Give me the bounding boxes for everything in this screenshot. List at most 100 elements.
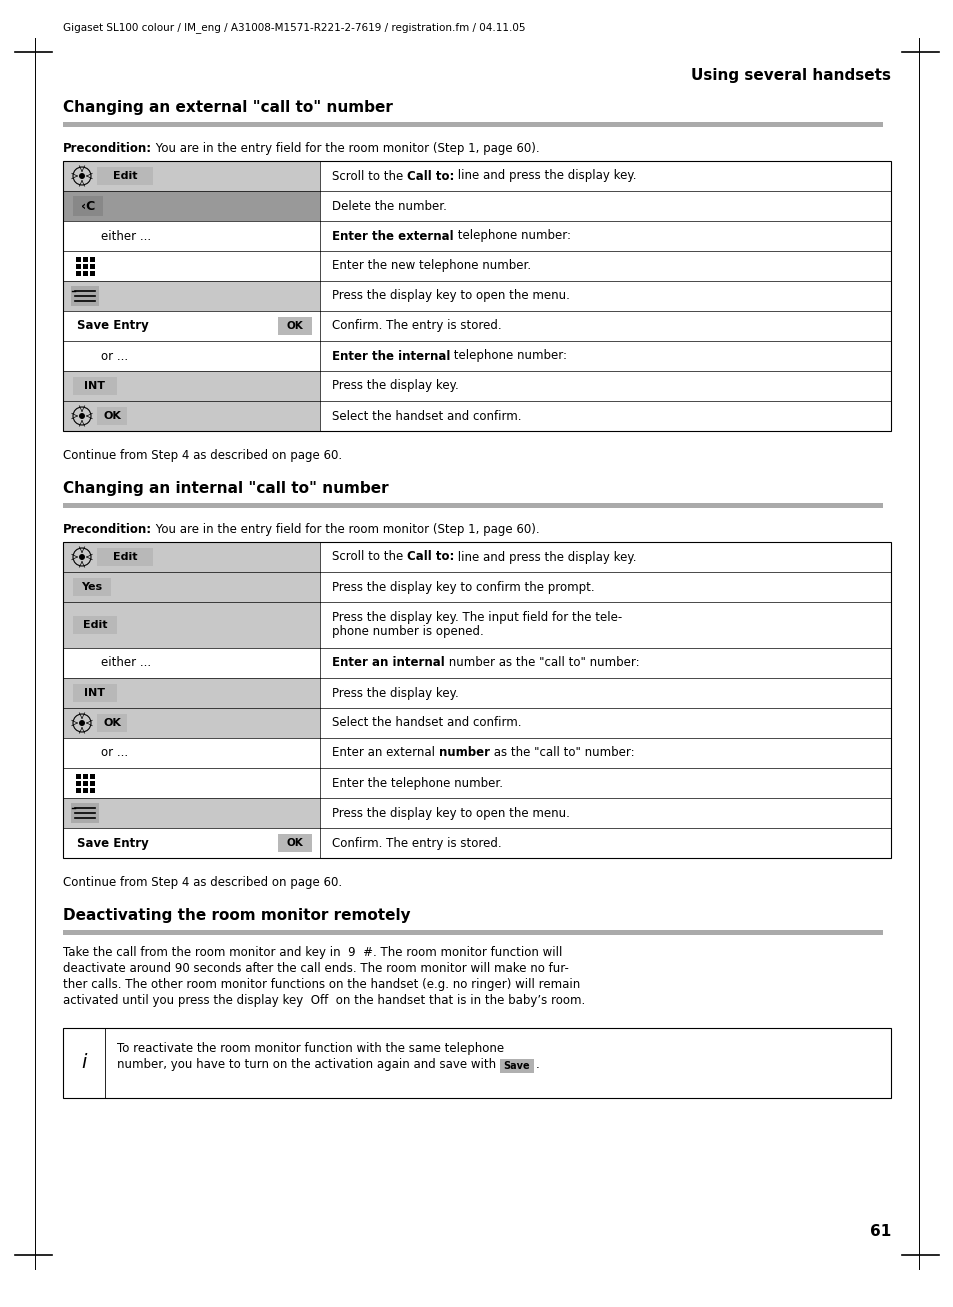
Bar [76,264,81,269]
Text: Changing an internal "call to" number: Changing an internal "call to" number [63,481,388,495]
Text: Press the display key. The input field for the tele-: Press the display key. The input field f… [332,612,621,625]
Bar [76,271,81,276]
Bar [63,542,890,857]
Text: telephone number:: telephone number: [453,230,570,243]
Bar [73,684,117,702]
Bar [63,281,319,311]
Bar [83,782,88,786]
Text: OK: OK [286,322,303,331]
Text: Press the display key to open the menu.: Press the display key to open the menu. [332,806,569,819]
Text: Edit: Edit [112,552,137,562]
Text: as the "call to" number:: as the "call to" number: [489,746,634,759]
Bar [97,406,127,425]
Text: You are in the entry field for the room monitor (Step 1, page 60).: You are in the entry field for the room … [152,523,539,536]
Text: Press the display key to open the menu.: Press the display key to open the menu. [332,289,569,302]
Text: Save Entry: Save Entry [77,319,149,332]
Text: telephone number:: telephone number: [450,349,567,362]
Bar [83,774,88,779]
Bar [63,401,319,431]
Bar [63,931,882,935]
Bar [63,799,319,829]
Text: Edit: Edit [112,171,137,180]
Text: i: i [81,1053,87,1073]
Text: OK: OK [286,838,303,848]
Bar [90,788,95,793]
Text: Precondition:: Precondition: [63,142,152,156]
Bar [63,191,319,221]
Text: Call to:: Call to: [407,550,454,563]
Text: phone number is opened.: phone number is opened. [332,626,483,639]
Text: You are in the entry field for the room monitor (Step 1, page 60).: You are in the entry field for the room … [152,142,539,156]
Text: Enter the new telephone number.: Enter the new telephone number. [332,260,531,272]
Text: Continue from Step 4 as described on page 60.: Continue from Step 4 as described on pag… [63,450,342,461]
Text: Changing an external "call to" number: Changing an external "call to" number [63,101,393,115]
Circle shape [79,554,85,559]
Bar [97,548,152,566]
Text: Edit: Edit [83,620,107,630]
Bar [63,603,319,648]
Circle shape [79,720,85,725]
Text: Take the call from the room monitor and key in  9  #. The room monitor function : Take the call from the room monitor and … [63,946,561,959]
Text: Select the handset and confirm.: Select the handset and confirm. [332,716,521,729]
Text: Precondition:: Precondition: [63,523,152,536]
Bar [63,371,319,401]
Bar [277,318,312,335]
Bar [63,708,319,738]
Text: Confirm. The entry is stored.: Confirm. The entry is stored. [332,319,501,332]
Text: Press the display key.: Press the display key. [332,686,458,699]
Bar [90,271,95,276]
Bar [83,264,88,269]
Text: Delete the number.: Delete the number. [332,200,446,213]
Bar [97,714,127,732]
Bar [83,271,88,276]
Text: or ...: or ... [101,746,128,759]
Text: Confirm. The entry is stored.: Confirm. The entry is stored. [332,836,501,850]
Text: either ...: either ... [101,230,151,243]
Bar [277,834,312,852]
Text: Scroll to the: Scroll to the [332,550,407,563]
Text: INT: INT [85,382,106,391]
Text: Using several handsets: Using several handsets [690,68,890,84]
Text: or ...: or ... [101,349,128,362]
Bar [90,782,95,786]
Text: Press the display key to confirm the prompt.: Press the display key to confirm the pro… [332,580,594,593]
Text: Enter the internal: Enter the internal [332,349,450,362]
Bar [90,264,95,269]
Text: either ...: either ... [101,656,151,669]
Bar [83,257,88,261]
Bar [90,774,95,779]
Bar [76,788,81,793]
Bar [73,578,111,596]
Text: .: . [536,1057,539,1070]
Bar [97,167,152,186]
Text: number as the "call to" number:: number as the "call to" number: [444,656,639,669]
Text: deactivate around 90 seconds after the call ends. The room monitor will make no : deactivate around 90 seconds after the c… [63,962,568,975]
Text: number: number [438,746,489,759]
Bar [73,196,103,216]
Bar [73,376,117,395]
Circle shape [79,173,85,179]
Text: activated until you press the display key  Off  on the handset that is in the ba: activated until you press the display ke… [63,995,584,1006]
Bar [76,782,81,786]
Text: Press the display key.: Press the display key. [332,379,458,392]
Text: Yes: Yes [81,582,103,592]
Bar [76,774,81,779]
Text: Gigaset SL100 colour / IM_eng / A31008-M1571-R221-2-7619 / registration.fm / 04.: Gigaset SL100 colour / IM_eng / A31008-M… [63,22,525,33]
Bar [83,788,88,793]
Text: 61: 61 [869,1223,890,1239]
Text: Continue from Step 4 as described on page 60.: Continue from Step 4 as described on pag… [63,876,342,889]
Text: Save: Save [503,1061,530,1070]
Text: INT: INT [85,687,106,698]
Text: ther calls. The other room monitor functions on the handset (e.g. no ringer) wil: ther calls. The other room monitor funct… [63,978,579,991]
Text: Save Entry: Save Entry [77,836,149,850]
Text: OK: OK [103,718,121,728]
Bar [73,616,117,634]
Text: To reactivate the room monitor function with the same telephone: To reactivate the room monitor function … [117,1042,503,1055]
Bar [63,161,319,191]
Text: Enter an external: Enter an external [332,746,438,759]
Bar [63,122,882,127]
Text: Call to:: Call to: [407,170,454,183]
Text: line and press the display key.: line and press the display key. [454,550,637,563]
Text: Select the handset and confirm.: Select the handset and confirm. [332,409,521,422]
Text: line and press the display key.: line and press the display key. [454,170,637,183]
